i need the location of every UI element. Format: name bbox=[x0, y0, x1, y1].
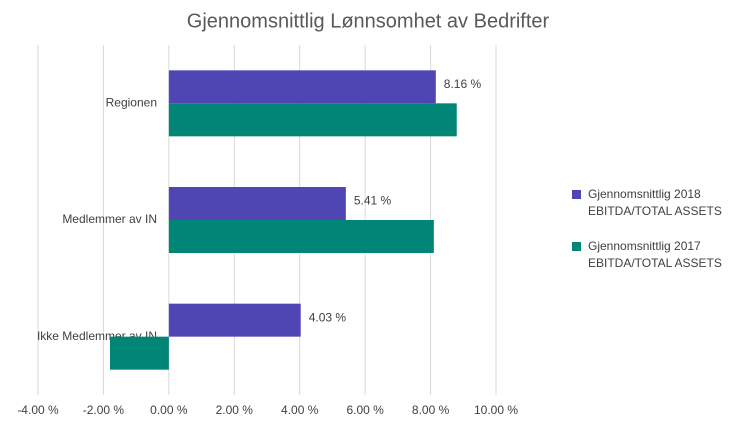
legend-swatch bbox=[572, 190, 581, 199]
data-label: 8.16 % bbox=[444, 77, 482, 91]
bar bbox=[168, 187, 346, 220]
bar bbox=[109, 336, 169, 370]
legend-item: Gjennomsnittlig 2017 EBITDA/TOTAL ASSETS bbox=[572, 238, 732, 272]
legend-swatch bbox=[572, 242, 581, 251]
x-tick-label: 8.00 % bbox=[412, 403, 450, 417]
bar bbox=[168, 70, 436, 104]
legend-label: Gjennomsnittlig 2018 EBITDA/TOTAL ASSETS bbox=[588, 187, 722, 218]
x-tick-label: 4.00 % bbox=[281, 403, 319, 417]
bar bbox=[168, 220, 434, 253]
x-tick-label: -2.00 % bbox=[83, 403, 125, 417]
legend-label: Gjennomsnittlig 2017 EBITDA/TOTAL ASSETS bbox=[588, 239, 722, 270]
bar bbox=[168, 303, 301, 337]
data-label: 4.03 % bbox=[309, 310, 347, 324]
x-tick-label: -4.00 % bbox=[17, 403, 59, 417]
y-tick-label: Regionen bbox=[106, 96, 157, 110]
x-tick-label: 2.00 % bbox=[216, 403, 254, 417]
x-tick-label: 10.00 % bbox=[474, 403, 518, 417]
y-tick-label: Medlemmer av IN bbox=[62, 212, 157, 226]
chart-title: Gjennomsnittlig Lønnsomhet av Bedrifter bbox=[187, 10, 550, 32]
data-label: 5.41 % bbox=[354, 194, 392, 208]
x-tick-label: 6.00 % bbox=[346, 403, 384, 417]
bar bbox=[168, 103, 457, 137]
x-tick-label: 0.00 % bbox=[150, 403, 188, 417]
legend-item: Gjennomsnittlig 2018 EBITDA/TOTAL ASSETS bbox=[572, 186, 732, 220]
